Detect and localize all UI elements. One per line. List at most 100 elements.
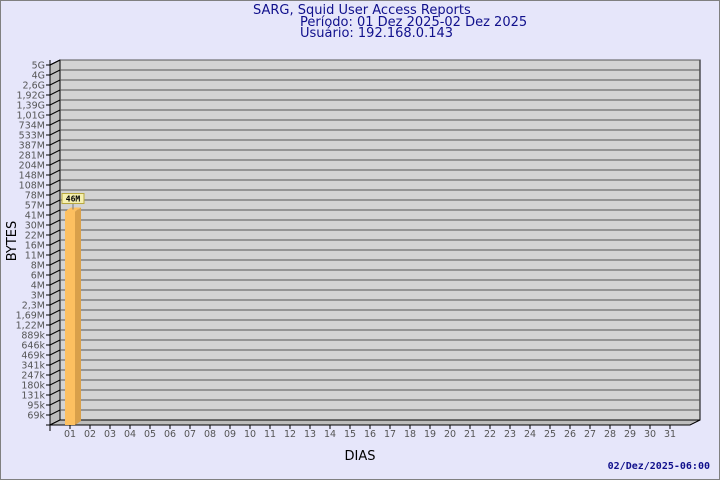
x-tick-label: 16 [364,429,376,440]
data-label: 46M [66,195,81,204]
x-tick-label: 12 [284,429,296,440]
gridline-depth [49,99,61,106]
gridline-depth [49,229,61,236]
gridline-depth [49,299,61,306]
y-tick-label: 469k [21,351,45,362]
y-tick-label: 6M [31,271,45,282]
y-tick-label: 4G [32,71,45,82]
gridline-depth [49,319,61,326]
x-tick-label: 31 [664,429,676,440]
y-tick-label: 148M [19,171,45,182]
x-tick-label: 28 [604,429,616,440]
y-tick-label: 78M [25,191,45,202]
x-tick-label: 13 [304,429,316,440]
x-tick-label: 26 [564,429,576,440]
gridline-depth [49,219,61,226]
y-tick-label: 734M [19,121,45,132]
gridline-depth [49,189,61,196]
gridline-depth [49,379,61,386]
y-tick-label: 646k [21,341,45,352]
gridline-depth [49,169,61,176]
y-tick-label: 533M [19,131,45,142]
y-tick-label: 11M [25,251,45,262]
x-tick-label: 01 [64,429,76,440]
gridline-depth [49,279,61,286]
plot-floor [49,419,701,426]
gridline-depth [49,239,61,246]
generated-timestamp: 02/Dez/2025-06:00 [607,461,710,472]
y-tick-label: 108M [19,181,45,192]
gridline-depth [49,389,61,396]
y-tick-label: 2,3M [22,301,45,312]
bar-side [75,207,81,425]
gridline-depth [49,369,61,376]
y-tick-label: 1,92G [16,91,45,102]
y-tick-label: 4M [31,281,45,292]
gridline-depth [49,289,61,296]
bar [65,211,75,425]
x-tick-label: 09 [224,429,236,440]
y-tick-label: 69k [27,411,45,422]
gridline-depth [49,269,61,276]
y-tick-label: 3M [31,291,45,302]
gridline-depth [49,109,61,116]
x-tick-label: 24 [524,429,536,440]
gridline-depth [49,349,61,356]
x-tick-label: 23 [504,429,516,440]
y-tick-label: 247k [21,371,45,382]
y-tick-label: 57M [25,201,45,212]
y-tick-label: 30M [25,221,45,232]
report-title: SARG, Squid User Access Reports [253,3,471,18]
y-tick-label: 341k [21,361,45,372]
x-tick-label: 19 [424,429,436,440]
y-tick-label: 22M [25,231,45,242]
gridline-depth [49,329,61,336]
gridline-depth [49,179,61,186]
y-tick-label: 1,22M [16,321,45,332]
gridline-depth [49,409,61,416]
gridline-depth [49,209,61,216]
report-period: Período: 01 Dez 2025-02 Dez 2025 [300,15,528,30]
y-tick-label: 180k [21,381,45,392]
gridline-depth [49,309,61,316]
x-tick-label: 02 [84,429,96,440]
x-tick-label: 08 [204,429,216,440]
x-tick-label: 10 [244,429,256,440]
gridline-depth [49,359,61,366]
gridline-depth [49,199,61,206]
y-tick-label: 41M [25,211,45,222]
x-tick-label: 15 [344,429,356,440]
x-tick-label: 04 [124,429,136,440]
y-tick-label: 1,69M [16,311,45,322]
y-axis-label: BYTES [5,221,20,262]
y-tick-label: 1,39G [16,101,45,112]
gridline-depth [49,259,61,266]
y-tick-label: 8M [31,261,45,272]
gridline-depth [49,149,61,156]
x-tick-label: 03 [104,429,116,440]
x-tick-label: 29 [624,429,636,440]
x-tick-label: 21 [464,429,476,440]
x-tick-label: 30 [644,429,656,440]
data-label-box [61,193,85,205]
x-axis-label: DIAS [345,449,376,464]
gridline-depth [49,119,61,126]
x-tick-label: 14 [324,429,336,440]
x-tick-label: 06 [164,429,176,440]
x-tick-label: 05 [144,429,156,440]
x-tick-label: 20 [444,429,456,440]
x-tick-label: 25 [544,429,556,440]
x-tick-label: 11 [264,429,276,440]
x-tick-label: 27 [584,429,596,440]
gridline-depth [49,59,61,66]
gridline-depth [49,139,61,146]
gridline-depth [49,159,61,166]
gridline-depth [49,129,61,136]
gridline-depth [49,249,61,256]
gridline-depth [49,399,61,406]
gridline-depth [49,89,61,96]
y-tick-label: 387M [19,141,45,152]
gridline-depth [49,69,61,76]
y-tick-label: 889k [21,331,45,342]
